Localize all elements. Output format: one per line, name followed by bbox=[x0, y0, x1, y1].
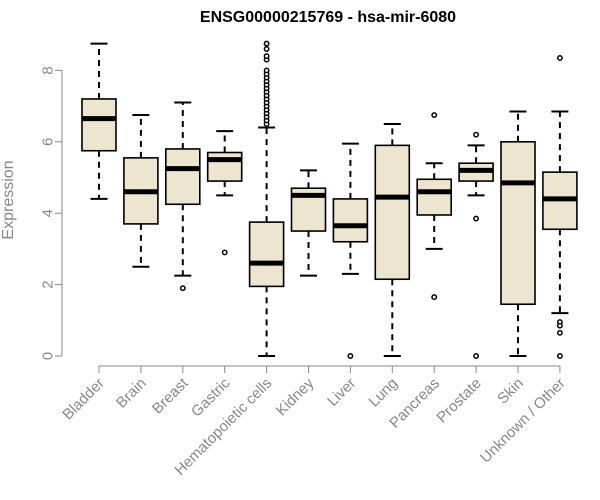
box-hematopoietic-cells bbox=[248, 40, 285, 357]
iqr-box bbox=[500, 141, 536, 306]
box-pancreas bbox=[416, 112, 453, 301]
x-tick-label: Brain bbox=[113, 375, 150, 412]
chart-title: ENSG00000215769 - hsa-mir-6080 bbox=[200, 9, 456, 26]
x-tick-label: Bladder bbox=[59, 375, 108, 424]
outlier-point bbox=[556, 54, 563, 61]
x-tick-label: Breast bbox=[149, 374, 192, 417]
iqr-box bbox=[332, 198, 369, 243]
outlier-point bbox=[263, 53, 270, 60]
box-skin bbox=[500, 110, 536, 357]
box-lung bbox=[374, 122, 411, 357]
outlier-point bbox=[179, 285, 186, 292]
boxes-group bbox=[81, 40, 578, 359]
outlier-point bbox=[473, 353, 480, 359]
iqr-box bbox=[165, 148, 201, 206]
box-kidney bbox=[290, 169, 327, 277]
outlier-point bbox=[473, 215, 480, 222]
y-tick-label: 6 bbox=[40, 138, 57, 146]
box-bladder bbox=[81, 42, 117, 200]
y-axis-label: Expression bbox=[0, 160, 17, 239]
iqr-box bbox=[248, 221, 285, 288]
outlier-point bbox=[221, 249, 228, 256]
outlier-point bbox=[556, 329, 563, 336]
y-tick-label: 0 bbox=[40, 352, 57, 360]
box-gastric bbox=[206, 130, 243, 256]
x-tick-label: Liver bbox=[324, 375, 359, 410]
box-unknown-other bbox=[542, 54, 578, 359]
outlier-point bbox=[347, 353, 354, 359]
outlier-point bbox=[263, 67, 270, 74]
outlier-point bbox=[263, 46, 270, 52]
outlier-point bbox=[263, 40, 270, 47]
iqr-box bbox=[416, 178, 453, 216]
x-tick-label: Kidney bbox=[273, 374, 318, 419]
x-tick-label: Lung bbox=[366, 375, 402, 411]
box-liver bbox=[332, 142, 369, 359]
y-tick-label: 2 bbox=[40, 280, 57, 288]
outlier-point bbox=[556, 353, 563, 359]
iqr-box bbox=[81, 98, 117, 152]
x-tick-label: Prostate bbox=[433, 375, 485, 427]
y-axis: 0 2 4 6 8 bbox=[40, 66, 63, 360]
y-tick-label: 4 bbox=[40, 209, 57, 217]
box-brain bbox=[123, 114, 159, 268]
box-prostate bbox=[458, 131, 494, 359]
outlier-point bbox=[473, 131, 480, 138]
box-breast bbox=[165, 101, 201, 292]
outlier-point bbox=[431, 112, 438, 118]
outlier-point bbox=[556, 322, 563, 329]
iqr-box bbox=[206, 151, 243, 182]
iqr-box bbox=[374, 144, 411, 281]
y-tick-label: 8 bbox=[40, 66, 57, 74]
outlier-point bbox=[431, 294, 438, 301]
x-tick-label: Skin bbox=[494, 375, 527, 408]
